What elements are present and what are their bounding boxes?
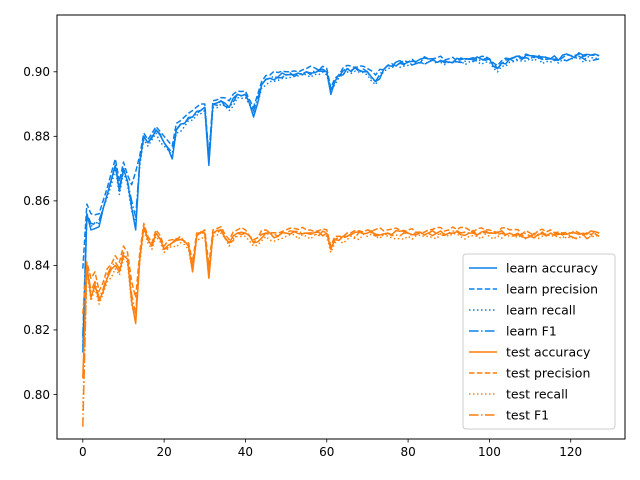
legend: learn accuracy learn precision learn recal… [462, 253, 616, 430]
y-tick-label: 0.88 [23, 130, 50, 144]
series-layer [82, 52, 600, 427]
y-tick-label: 0.90 [23, 65, 50, 79]
x-tick-label: 20 [156, 445, 171, 459]
legend-label: test recall [506, 387, 568, 402]
y-tick-label: 0.82 [23, 323, 50, 337]
y-tick-label: 0.80 [23, 388, 50, 402]
legend-label: test precision [506, 366, 590, 381]
legend-label: learn accuracy [506, 261, 599, 276]
x-tick-label: 40 [238, 445, 253, 459]
plot-area-frame [56, 14, 626, 440]
legend-label: test F1 [506, 408, 549, 423]
y-axis: 0.80 0.82 0.84 0.86 0.88 0.90 [23, 65, 57, 402]
x-axis: 0 20 40 60 80 100 120 [79, 439, 582, 459]
x-tick-label: 0 [79, 445, 87, 459]
x-tick-label: 100 [478, 445, 501, 459]
y-tick-label: 0.84 [23, 259, 50, 273]
legend-label: learn recall [506, 303, 576, 318]
series-line-learn-f1 [82, 55, 600, 337]
legend-box [462, 253, 616, 430]
series-line-learn-precision [82, 53, 600, 269]
x-tick-label: 60 [319, 445, 334, 459]
legend-label: learn F1 [506, 324, 557, 339]
x-tick-label: 80 [400, 445, 415, 459]
series-line-test-f1 [82, 225, 600, 427]
legend-label: test accuracy [506, 345, 591, 360]
y-tick-label: 0.86 [23, 194, 50, 208]
legend-label: learn precision [506, 282, 598, 297]
x-tick-label: 120 [559, 445, 582, 459]
series-line-test-precision [82, 222, 600, 314]
